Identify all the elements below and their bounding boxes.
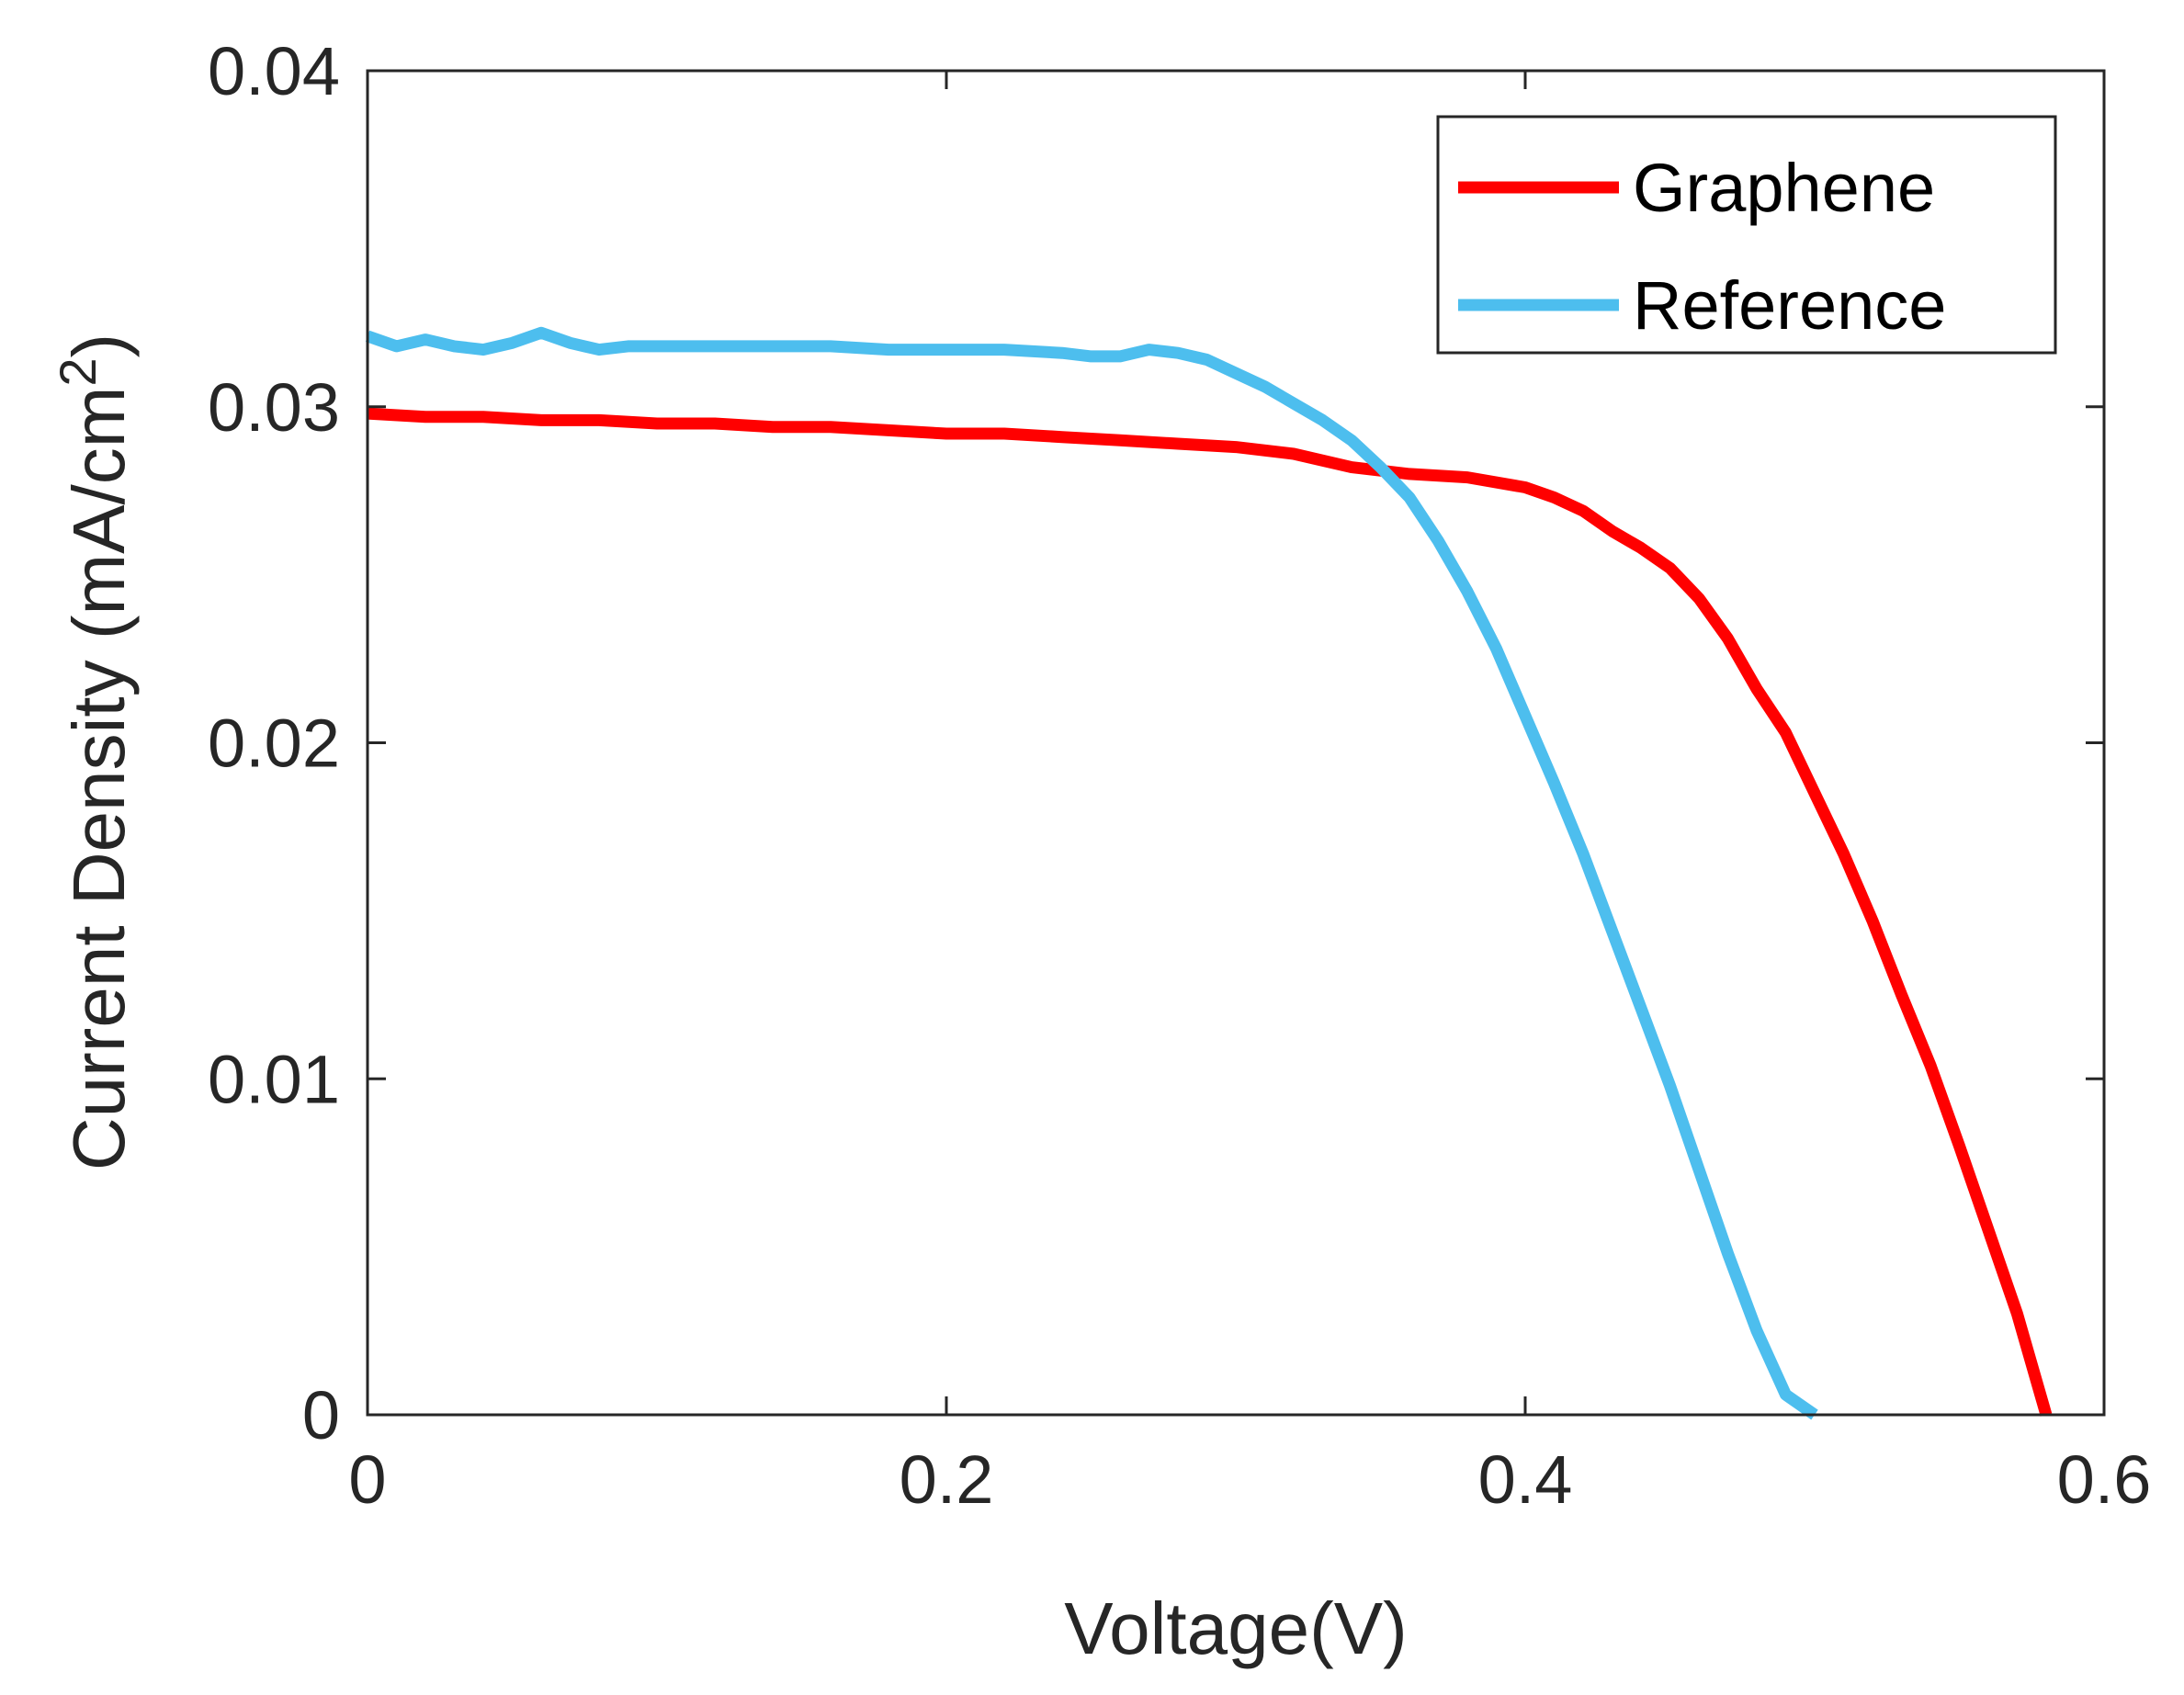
y-tick-label: 0.03 xyxy=(208,369,340,446)
y-axis-title-superscript: 2 xyxy=(49,358,107,387)
y-axis-title-main: Current Density (mA/cm xyxy=(58,387,140,1170)
y-axis-title: Current Density (mA/cm2) xyxy=(49,333,141,1170)
tick-labels-layer: 0 0.2 0.4 0.6 0 0.01 0.02 0.03 0.04 xyxy=(208,33,2151,1518)
legend: Graphene Reference xyxy=(1436,115,2057,355)
x-axis-title: Voltage(V) xyxy=(1064,1588,1408,1669)
legend-label-graphene: Graphene xyxy=(1633,150,1935,226)
legend-items: Graphene Reference xyxy=(1458,150,1946,344)
series-line-reference xyxy=(365,326,1818,1420)
legend-label-reference: Reference xyxy=(1633,267,1946,344)
y-axis-title-suffix: ) xyxy=(58,333,140,358)
x-tick-label: 0.6 xyxy=(2057,1441,2152,1518)
x-tick-label: 0 xyxy=(348,1441,386,1518)
y-tick-label: 0.01 xyxy=(208,1041,340,1117)
y-tick-label: 0.02 xyxy=(208,706,340,782)
y-tick-label: 0.04 xyxy=(208,33,340,109)
y-tick-label: 0 xyxy=(302,1377,340,1453)
series-layer xyxy=(365,326,2053,1420)
ticks-layer xyxy=(366,69,2106,1417)
series-line-graphene xyxy=(367,407,2053,1417)
x-tick-label: 0.4 xyxy=(1478,1441,1573,1518)
legend-box xyxy=(1436,115,2057,355)
x-tick-label: 0.2 xyxy=(900,1441,994,1518)
